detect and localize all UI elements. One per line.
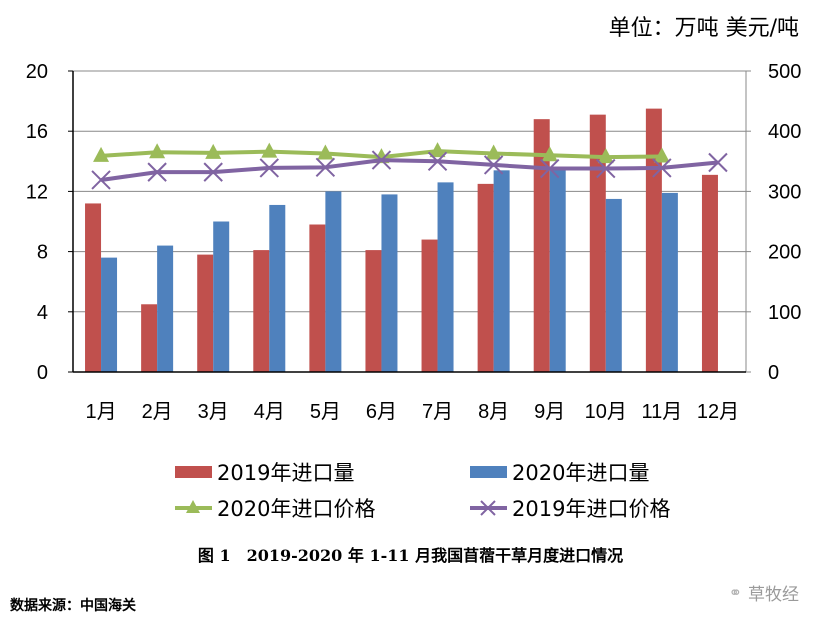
bar-2019年进口量: [701, 174, 718, 372]
bar-2020年进口量: [549, 168, 566, 372]
bar-2020年进口量: [493, 170, 510, 372]
marker-x: [203, 162, 223, 182]
marker-x: [427, 151, 448, 172]
bars: [85, 108, 718, 373]
bar-2020年进口量: [381, 194, 398, 372]
y-tick-label: 20: [26, 61, 48, 83]
gridlines: [73, 70, 746, 313]
bar-2019年进口量: [253, 250, 270, 372]
marker-x: [540, 158, 560, 179]
marker-triangle: [485, 144, 502, 160]
legend-label: 2019年进口价格: [512, 497, 670, 521]
legend-swatch: [470, 466, 507, 478]
lines: [91, 142, 728, 190]
bar-2020年进口量: [437, 182, 454, 372]
legend-item: 2020年进口价格: [175, 497, 375, 521]
y-tick-label: 0: [37, 362, 48, 384]
y2-tick-label: 500: [768, 61, 801, 83]
marker-x: [259, 158, 279, 178]
x-tick-label: 11月: [641, 401, 682, 423]
chart-caption: 图 1 2019-2020 年 1-11 月我国苜蓿干草月度进口情况: [197, 546, 624, 565]
x-tick-label: 3月: [198, 401, 229, 423]
bar-2020年进口量: [661, 192, 678, 372]
bar-2019年进口量: [141, 304, 158, 372]
x-tick-label: 5月: [310, 401, 341, 423]
x-tick-label: 7月: [422, 401, 453, 423]
x-tick-label: 2月: [142, 401, 173, 423]
x-tick-label: 8月: [478, 401, 509, 423]
legend: 2019年进口量 2020年进口量 2020年进口价格 2019年进口价格: [175, 461, 670, 521]
bar-2019年进口量: [421, 239, 438, 372]
legend-label: 2019年进口量: [217, 461, 354, 485]
legend-label: 2020年进口量: [512, 461, 649, 485]
marker-x: [315, 157, 336, 178]
marker-triangle: [653, 147, 670, 163]
data-source: 数据来源：中国海关: [10, 598, 136, 614]
watermark: ⚭ 草牧经: [729, 580, 799, 605]
bar-2020年进口量: [605, 198, 622, 372]
bar-2020年进口量: [325, 191, 342, 372]
bar-2020年进口量: [269, 204, 286, 372]
legend-item: 2020年进口量: [470, 461, 649, 485]
y2-tick-label: 300: [768, 181, 801, 203]
marker-triangle: [261, 142, 278, 158]
bar-2020年进口量: [213, 221, 230, 372]
bar-2019年进口量: [645, 108, 662, 372]
unit-label: 单位：万吨 美元/吨: [608, 16, 799, 41]
bar-2020年进口量: [157, 245, 174, 372]
x-tick-label: 9月: [534, 401, 565, 423]
marker-triangle: [93, 146, 110, 162]
marker-triangle: [317, 144, 334, 160]
legend-label: 2020年进口价格: [217, 497, 375, 521]
y-tick-label: 4: [37, 302, 48, 324]
bar-2019年进口量: [533, 119, 550, 372]
bar-2019年进口量: [85, 203, 102, 372]
y2-tick-label: 0: [768, 362, 779, 384]
marker-x: [596, 158, 616, 179]
y2-tick-label: 400: [768, 121, 801, 143]
legend-swatch: [175, 466, 212, 478]
marker-triangle: [541, 146, 558, 162]
line-2019年进口价格: [100, 158, 719, 182]
wechat-icon: ⚭: [728, 583, 742, 602]
marker-triangle: [149, 143, 166, 159]
bar-2019年进口量: [309, 224, 326, 372]
marker-x: [483, 155, 504, 175]
marker-triangle: [597, 148, 614, 164]
y-tick-label: 16: [26, 121, 48, 143]
x-tick-label: 12月: [697, 401, 739, 423]
y2-tick-label: 100: [768, 302, 801, 324]
x-tick-label: 1月: [85, 401, 116, 423]
y-tick-label: 12: [26, 181, 48, 203]
bar-2019年进口量: [589, 114, 606, 373]
legend-item: 2019年进口价格: [470, 497, 670, 521]
marker-x: [708, 152, 728, 173]
watermark-text: 草牧经: [748, 585, 799, 605]
x-tick-label: 4月: [254, 401, 285, 423]
marker-triangle: [205, 143, 222, 159]
legend-marker-x: [480, 500, 496, 516]
axes: [68, 70, 751, 373]
legend-marker-triangle: [186, 500, 200, 513]
bar-2020年进口量: [101, 257, 118, 372]
marker-triangle: [429, 142, 446, 158]
legend-item: 2019年进口量: [175, 461, 354, 485]
bar-2019年进口量: [365, 250, 382, 372]
x-tick-label: 10月: [585, 401, 627, 423]
bar-2019年进口量: [477, 183, 494, 372]
marker-x: [371, 150, 392, 170]
y-tick-label: 8: [37, 242, 48, 264]
marker-x: [147, 162, 167, 182]
bar-2019年进口量: [197, 254, 214, 372]
x-tick-label: 6月: [366, 401, 397, 423]
y2-tick-label: 200: [768, 242, 801, 264]
marker-x: [91, 170, 111, 190]
marker-x: [652, 158, 672, 178]
